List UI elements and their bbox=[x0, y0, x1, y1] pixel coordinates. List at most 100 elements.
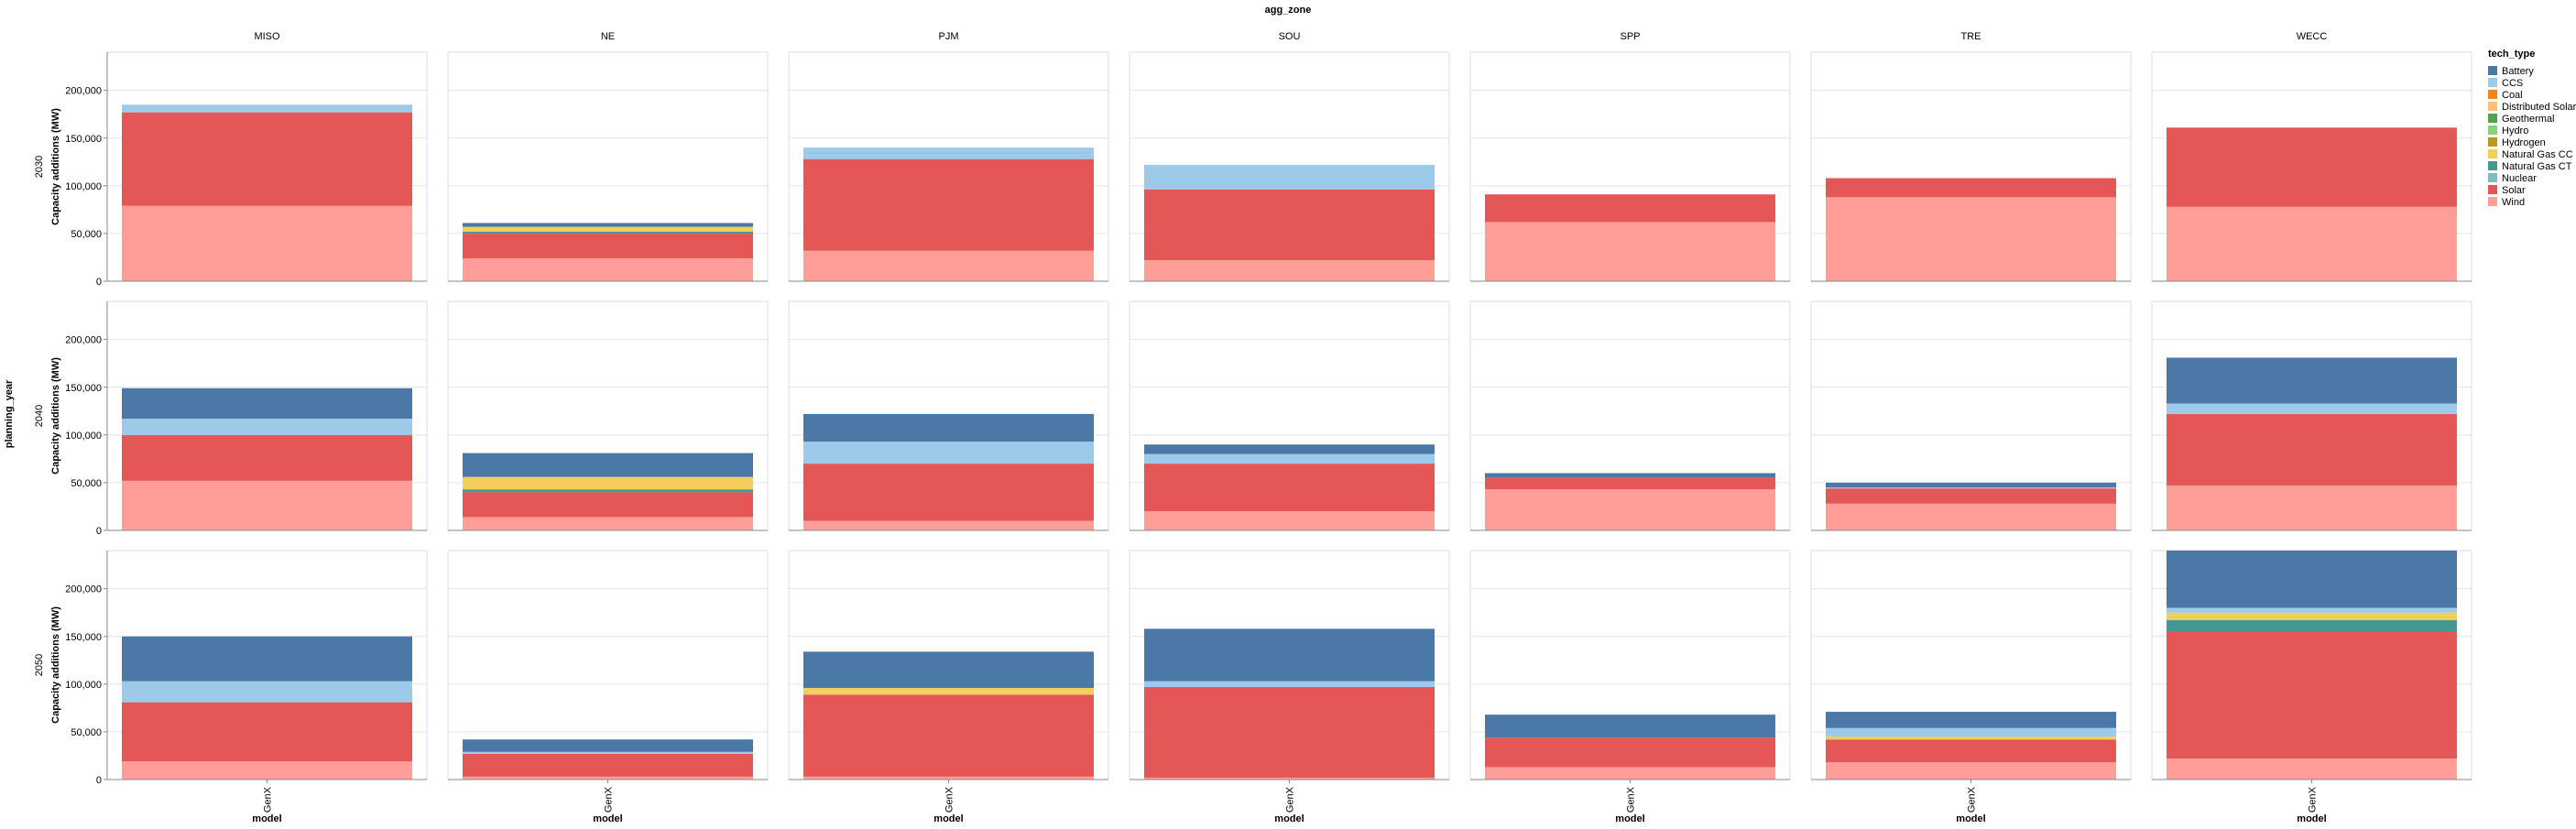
bar-segment-wind bbox=[122, 761, 412, 780]
x-axis-title: model bbox=[2297, 813, 2326, 824]
x-tick-label: GenX bbox=[604, 786, 615, 813]
bar-segment-solar bbox=[1826, 739, 2116, 763]
legend-swatch-coal bbox=[2488, 90, 2497, 99]
bar-segment-wind bbox=[803, 776, 1094, 780]
panels-layer: MISO NE PJM SOU SPP TRE WECC 2030 Capacity addit… bbox=[34, 31, 2472, 824]
bar-segment-wind bbox=[1826, 197, 2116, 281]
bar-segment-wind bbox=[1826, 762, 2116, 780]
legend-swatch-geothermal bbox=[2488, 114, 2497, 123]
bar-segment-solar bbox=[803, 464, 1094, 521]
y-tick-label: 50,000 bbox=[71, 229, 102, 240]
y-axis-title: Capacity additions (MW) bbox=[50, 108, 61, 225]
x-tick-label: GenX bbox=[2308, 786, 2319, 813]
bar-segment-wind bbox=[463, 776, 753, 780]
x-axis-title: model bbox=[252, 813, 281, 824]
panel-tre-2040 bbox=[1810, 300, 2132, 531]
bar-segment-wind bbox=[1144, 511, 1435, 530]
panel-spp-2040 bbox=[1469, 300, 1791, 531]
column-header-tre: TRE bbox=[1961, 31, 1981, 42]
panel-sou-2030 bbox=[1129, 51, 1450, 282]
legend-title: tech_type bbox=[2488, 49, 2535, 60]
bar-segment-natural-gas-ct bbox=[463, 489, 753, 493]
column-header-sou: SOU bbox=[1279, 31, 1301, 42]
bar-segment-ccs bbox=[1144, 453, 1435, 464]
bar-segment-wind bbox=[1826, 503, 2116, 530]
x-tick-label: GenX bbox=[263, 786, 274, 813]
bar-segment-natural-gas-ct bbox=[2167, 620, 2457, 632]
bar-segment-battery bbox=[1144, 444, 1435, 454]
bar-segment-battery bbox=[1485, 714, 1775, 738]
x-axis-title: model bbox=[1615, 813, 1644, 824]
column-header-ne: NE bbox=[601, 31, 615, 42]
bar-segment-wind bbox=[1144, 260, 1435, 281]
bar-segment-wind bbox=[122, 480, 412, 530]
bar-segment-solar bbox=[1485, 194, 1775, 223]
bar-segment-solar bbox=[463, 492, 753, 518]
bar-segment-solar bbox=[803, 694, 1094, 777]
bar-segment-natural-gas-cc bbox=[803, 688, 1094, 695]
legend-swatch-solar bbox=[2488, 185, 2497, 194]
bar-segment-solar bbox=[1144, 686, 1435, 778]
bar-segment-wind bbox=[1485, 222, 1775, 281]
bar-segment-wind bbox=[803, 520, 1094, 530]
y-tick-label: 100,000 bbox=[65, 181, 102, 192]
bar-segment-solar bbox=[463, 233, 753, 258]
bar-segment-battery bbox=[1826, 712, 2116, 728]
panel-ne-2030 bbox=[447, 51, 769, 282]
legend-swatch-battery bbox=[2488, 66, 2497, 75]
x-tick-label: GenX bbox=[1967, 786, 1978, 813]
legend-label-wind: Wind bbox=[2502, 197, 2525, 208]
row-header-2050: 2050 bbox=[34, 654, 45, 676]
bar-segment-wind bbox=[463, 258, 753, 281]
bar-segment-wind bbox=[2167, 758, 2457, 780]
bar-segment-ccs bbox=[1826, 487, 2116, 489]
bar-segment-ccs bbox=[1144, 681, 1435, 687]
column-header-wecc: WECC bbox=[2297, 31, 2328, 42]
bar-segment-solar bbox=[2167, 413, 2457, 486]
legend-swatch-natural-gas-cc bbox=[2488, 149, 2497, 158]
bar-segment-natural-gas-cc bbox=[1826, 736, 2116, 740]
x-tick-label: GenX bbox=[944, 786, 955, 813]
y-tick-label: 0 bbox=[96, 277, 102, 288]
bar-segment-solar bbox=[2167, 631, 2457, 759]
panel-miso-2030 bbox=[106, 51, 428, 282]
legend-swatch-hydro bbox=[2488, 125, 2497, 135]
bar-segment-wind bbox=[1485, 489, 1775, 530]
panel-pjm-2030 bbox=[788, 51, 1109, 282]
y-tick-label: 0 bbox=[96, 775, 102, 786]
legend-label-geothermal: Geothermal bbox=[2502, 114, 2554, 125]
bar-segment-natural-gas-cc bbox=[2167, 612, 2457, 621]
panel-spp-2030 bbox=[1469, 51, 1791, 282]
bar-segment-battery bbox=[803, 413, 1094, 442]
panel-wecc-2040 bbox=[2151, 300, 2472, 531]
bar-segment-battery bbox=[122, 387, 412, 420]
bar-segment-ccs bbox=[803, 442, 1094, 464]
y-tick-label: 150,000 bbox=[65, 134, 102, 145]
y-tick-label: 0 bbox=[96, 526, 102, 537]
x-axis-title: model bbox=[933, 813, 963, 824]
bar-segment-battery bbox=[2167, 551, 2457, 608]
legend-swatch-hydrogen bbox=[2488, 137, 2497, 147]
legend-label-battery: Battery bbox=[2502, 66, 2534, 77]
bar-segment-battery bbox=[1826, 482, 2116, 488]
y-tick-label: 200,000 bbox=[65, 335, 102, 346]
bar-segment-solar bbox=[122, 434, 412, 481]
bar-segment-ccs bbox=[2167, 607, 2457, 613]
bar-segment-wind bbox=[803, 250, 1094, 281]
bar-segment-solar bbox=[122, 112, 412, 206]
legend-label-hydrogen: Hydrogen bbox=[2502, 137, 2546, 148]
legend-label-solar: Solar bbox=[2502, 185, 2526, 196]
legend-label-hydro: Hydro bbox=[2502, 125, 2528, 136]
x-axis-title: model bbox=[1956, 813, 1985, 824]
y-tick-label: 100,000 bbox=[65, 431, 102, 442]
column-header-spp: SPP bbox=[1620, 31, 1640, 42]
bar-segment-solar bbox=[1826, 178, 2116, 198]
y-axis-title: Capacity additions (MW) bbox=[50, 357, 61, 474]
bar-segment-solar bbox=[122, 702, 412, 762]
panel-miso-2040 bbox=[106, 300, 428, 531]
panel-sou-2040 bbox=[1129, 300, 1450, 531]
legend-label-nuclear: Nuclear bbox=[2502, 173, 2537, 184]
